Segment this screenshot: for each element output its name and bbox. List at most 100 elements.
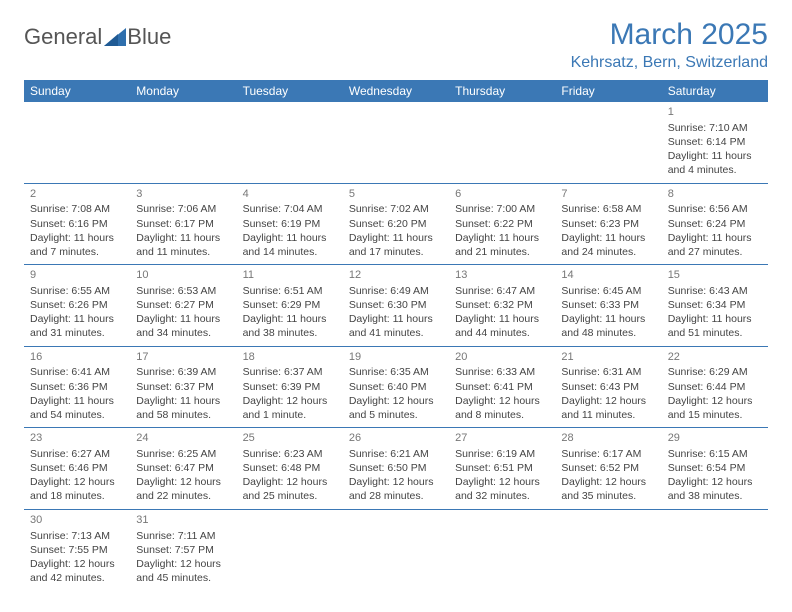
day-number: 31 [136,513,230,528]
sunrise-line: Sunrise: 6:25 AM [136,447,230,461]
day-number: 2 [30,187,124,202]
sunset-line: Sunset: 6:44 PM [668,380,762,394]
daylight-line: Daylight: 11 hours and 24 minutes. [561,231,655,259]
calendar-cell: 6Sunrise: 7:00 AMSunset: 6:22 PMDaylight… [449,183,555,265]
daylight-line: Daylight: 11 hours and 11 minutes. [136,231,230,259]
sunset-line: Sunset: 6:51 PM [455,461,549,475]
daylight-line: Daylight: 11 hours and 54 minutes. [30,394,124,422]
day-number: 19 [349,350,443,365]
daylight-line: Daylight: 12 hours and 22 minutes. [136,475,230,503]
logo: General Blue [24,18,171,50]
calendar-cell: 16Sunrise: 6:41 AMSunset: 6:36 PMDayligh… [24,346,130,428]
daylight-line: Daylight: 12 hours and 38 minutes. [668,475,762,503]
sunset-line: Sunset: 6:26 PM [30,298,124,312]
day-number: 3 [136,187,230,202]
sunrise-line: Sunrise: 6:55 AM [30,284,124,298]
sunset-line: Sunset: 6:47 PM [136,461,230,475]
day-number: 18 [243,350,337,365]
calendar-cell: 14Sunrise: 6:45 AMSunset: 6:33 PMDayligh… [555,265,661,347]
sunset-line: Sunset: 6:36 PM [30,380,124,394]
sunrise-line: Sunrise: 6:41 AM [30,365,124,379]
calendar-cell: 25Sunrise: 6:23 AMSunset: 6:48 PMDayligh… [237,428,343,510]
day-number: 9 [30,268,124,283]
calendar-cell: 17Sunrise: 6:39 AMSunset: 6:37 PMDayligh… [130,346,236,428]
calendar-cell: 18Sunrise: 6:37 AMSunset: 6:39 PMDayligh… [237,346,343,428]
sunrise-line: Sunrise: 7:11 AM [136,529,230,543]
calendar-cell: 19Sunrise: 6:35 AMSunset: 6:40 PMDayligh… [343,346,449,428]
day-number: 28 [561,431,655,446]
day-number: 30 [30,513,124,528]
daylight-line: Daylight: 12 hours and 5 minutes. [349,394,443,422]
sunrise-line: Sunrise: 6:15 AM [668,447,762,461]
calendar-cell: 28Sunrise: 6:17 AMSunset: 6:52 PMDayligh… [555,428,661,510]
calendar-cell: 24Sunrise: 6:25 AMSunset: 6:47 PMDayligh… [130,428,236,510]
calendar-row: 1Sunrise: 7:10 AMSunset: 6:14 PMDaylight… [24,102,768,183]
calendar-cell [449,509,555,590]
logo-triangle-icon [104,28,126,46]
calendar-cell: 27Sunrise: 6:19 AMSunset: 6:51 PMDayligh… [449,428,555,510]
sunset-line: Sunset: 6:27 PM [136,298,230,312]
sunset-line: Sunset: 6:23 PM [561,217,655,231]
calendar-cell [555,509,661,590]
sunrise-line: Sunrise: 7:04 AM [243,202,337,216]
sunset-line: Sunset: 6:37 PM [136,380,230,394]
month-title: March 2025 [571,18,768,52]
calendar-cell: 15Sunrise: 6:43 AMSunset: 6:34 PMDayligh… [662,265,768,347]
day-number: 24 [136,431,230,446]
sunset-line: Sunset: 6:29 PM [243,298,337,312]
sunrise-line: Sunrise: 7:02 AM [349,202,443,216]
sunrise-line: Sunrise: 6:19 AM [455,447,549,461]
sunset-line: Sunset: 6:33 PM [561,298,655,312]
day-header-row: Sunday Monday Tuesday Wednesday Thursday… [24,80,768,102]
calendar-cell: 8Sunrise: 6:56 AMSunset: 6:24 PMDaylight… [662,183,768,265]
sunrise-line: Sunrise: 7:08 AM [30,202,124,216]
day-number: 8 [668,187,762,202]
daylight-line: Daylight: 11 hours and 31 minutes. [30,312,124,340]
day-number: 29 [668,431,762,446]
calendar-cell [130,102,236,183]
sunrise-line: Sunrise: 6:35 AM [349,365,443,379]
sunset-line: Sunset: 6:32 PM [455,298,549,312]
sunrise-line: Sunrise: 6:29 AM [668,365,762,379]
sunrise-line: Sunrise: 6:33 AM [455,365,549,379]
daylight-line: Daylight: 11 hours and 41 minutes. [349,312,443,340]
sunrise-line: Sunrise: 6:37 AM [243,365,337,379]
daylight-line: Daylight: 12 hours and 28 minutes. [349,475,443,503]
calendar-cell: 2Sunrise: 7:08 AMSunset: 6:16 PMDaylight… [24,183,130,265]
calendar-cell: 5Sunrise: 7:02 AMSunset: 6:20 PMDaylight… [343,183,449,265]
sunset-line: Sunset: 6:46 PM [30,461,124,475]
calendar-cell: 12Sunrise: 6:49 AMSunset: 6:30 PMDayligh… [343,265,449,347]
sunset-line: Sunset: 7:55 PM [30,543,124,557]
daylight-line: Daylight: 11 hours and 48 minutes. [561,312,655,340]
sunset-line: Sunset: 6:54 PM [668,461,762,475]
calendar-cell [555,102,661,183]
sunset-line: Sunset: 7:57 PM [136,543,230,557]
daylight-line: Daylight: 11 hours and 38 minutes. [243,312,337,340]
sunrise-line: Sunrise: 6:53 AM [136,284,230,298]
calendar-row: 16Sunrise: 6:41 AMSunset: 6:36 PMDayligh… [24,346,768,428]
day-number: 6 [455,187,549,202]
sunrise-line: Sunrise: 6:39 AM [136,365,230,379]
daylight-line: Daylight: 11 hours and 17 minutes. [349,231,443,259]
calendar-cell [343,102,449,183]
sunrise-line: Sunrise: 6:27 AM [30,447,124,461]
daylight-line: Daylight: 12 hours and 18 minutes. [30,475,124,503]
calendar-cell: 22Sunrise: 6:29 AMSunset: 6:44 PMDayligh… [662,346,768,428]
sunrise-line: Sunrise: 6:45 AM [561,284,655,298]
day-number: 5 [349,187,443,202]
sunset-line: Sunset: 6:40 PM [349,380,443,394]
daylight-line: Daylight: 12 hours and 15 minutes. [668,394,762,422]
sunset-line: Sunset: 6:14 PM [668,135,762,149]
calendar-cell: 26Sunrise: 6:21 AMSunset: 6:50 PMDayligh… [343,428,449,510]
day-number: 1 [668,105,762,120]
daylight-line: Daylight: 12 hours and 11 minutes. [561,394,655,422]
calendar-table: Sunday Monday Tuesday Wednesday Thursday… [24,80,768,590]
sunset-line: Sunset: 6:43 PM [561,380,655,394]
calendar-cell: 1Sunrise: 7:10 AMSunset: 6:14 PMDaylight… [662,102,768,183]
sunrise-line: Sunrise: 6:21 AM [349,447,443,461]
calendar-cell: 9Sunrise: 6:55 AMSunset: 6:26 PMDaylight… [24,265,130,347]
sunrise-line: Sunrise: 6:23 AM [243,447,337,461]
logo-text-2: Blue [127,24,171,50]
sunrise-line: Sunrise: 6:17 AM [561,447,655,461]
daylight-line: Daylight: 11 hours and 14 minutes. [243,231,337,259]
